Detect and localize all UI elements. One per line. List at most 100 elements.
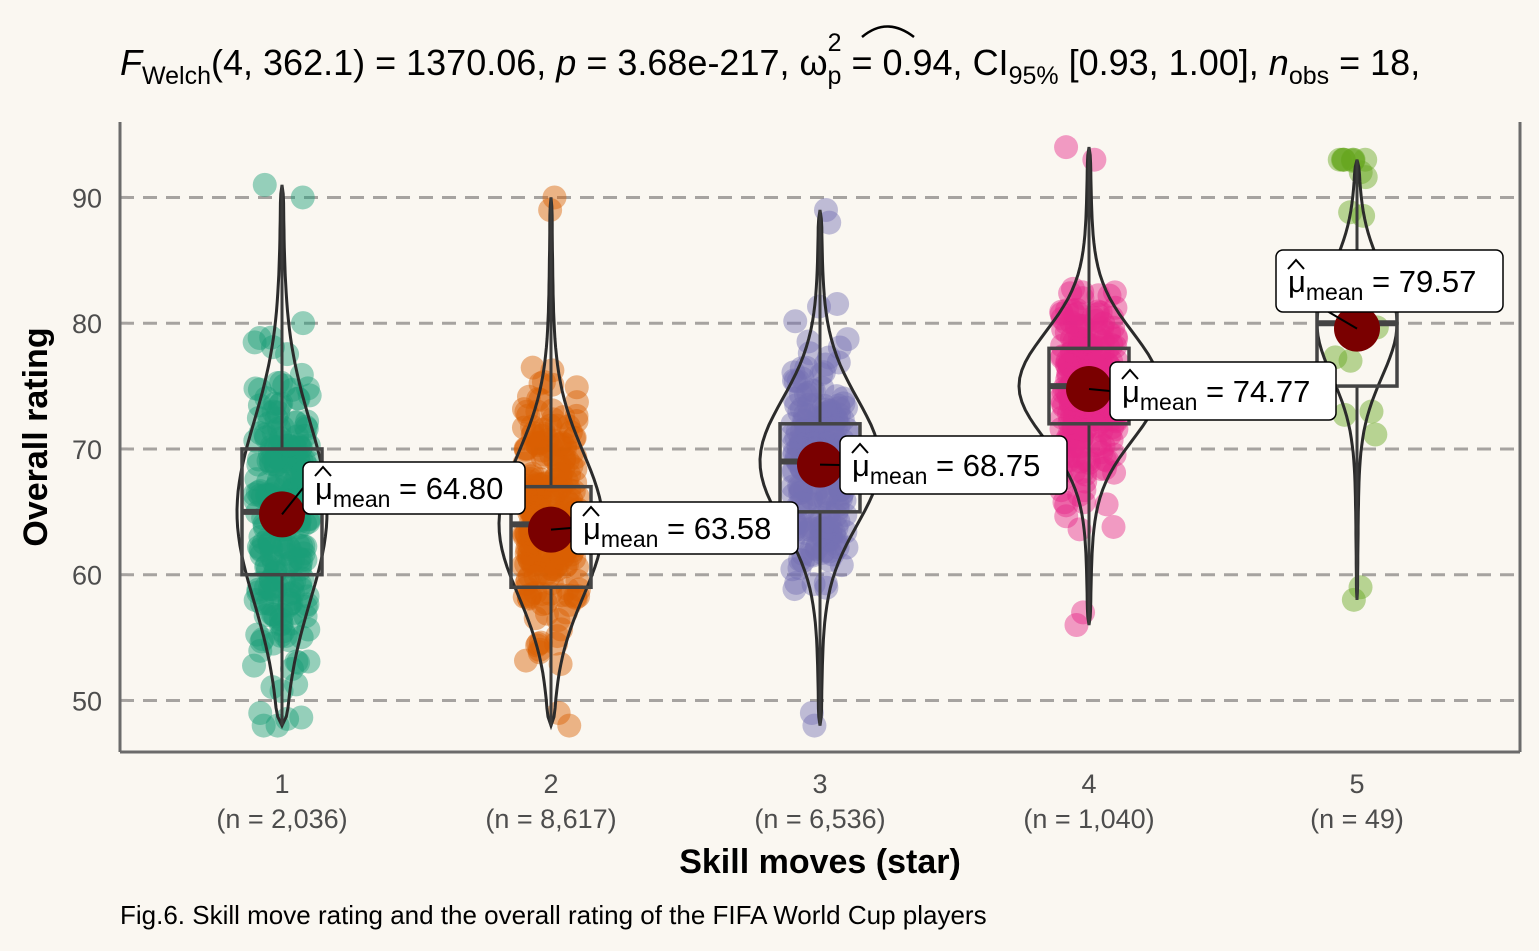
data-point: [559, 453, 584, 478]
data-point: [1089, 440, 1114, 465]
data-point: [256, 448, 281, 473]
data-point: [818, 516, 843, 541]
violin-outline: [758, 209, 882, 726]
data-point: [248, 421, 273, 446]
mean-label-box: [302, 461, 526, 515]
data-point: [539, 487, 564, 512]
data-point: [261, 580, 286, 605]
data-point: [818, 522, 843, 547]
data-point: [817, 539, 842, 564]
p-value: 3.68e-217: [617, 42, 779, 83]
data-point: [519, 549, 544, 574]
data-point: [517, 546, 542, 571]
mean-hat: [1287, 258, 1305, 270]
data-point: [566, 584, 591, 609]
mean-label-leader: [550, 527, 572, 531]
chart-subtitle: FWelch(4, 362.1) = 1370.06, p = 3.68e-21…: [120, 25, 1420, 90]
figure-caption: Fig.6. Skill move rating and the overall…: [120, 900, 987, 930]
data-point: [803, 482, 828, 507]
data-point: [813, 488, 838, 513]
data-point: [781, 431, 806, 456]
data-point: [782, 386, 807, 411]
data-point: [826, 393, 851, 418]
f-subscript: Welch: [142, 62, 211, 90]
data-point: [242, 482, 267, 507]
data-point: [547, 433, 572, 458]
data-point: [557, 477, 582, 502]
data-point: [528, 387, 553, 412]
data-point: [824, 526, 849, 551]
axes: [118, 122, 1522, 754]
data-point: [526, 547, 551, 572]
mean-label: μmean = 63.58: [550, 501, 799, 555]
data-point: [1348, 575, 1373, 600]
data-point: [248, 701, 273, 726]
data-point: [516, 384, 541, 409]
data-point: [551, 457, 576, 482]
data-point: [817, 547, 842, 572]
data-point: [254, 575, 279, 600]
mean-label-text: μmean = 79.57: [1288, 264, 1476, 305]
data-point: [266, 400, 291, 425]
data-point: [812, 393, 837, 418]
data-point: [1087, 431, 1112, 456]
data-point: [277, 591, 302, 616]
effect-value: 0.94: [882, 42, 952, 83]
y-tick-label: 50: [72, 686, 102, 716]
data-point: [789, 382, 814, 407]
data-point: [799, 542, 824, 567]
data-point: [799, 486, 824, 511]
n-symbol: n: [1269, 42, 1289, 83]
data-point: [780, 474, 805, 499]
data-point: [1331, 147, 1356, 172]
data-point: [816, 487, 841, 512]
data-point: [812, 538, 837, 563]
x-tick-count-label: (n = 2,036): [216, 804, 347, 834]
data-point: [513, 437, 538, 462]
data-point: [1068, 449, 1093, 474]
data-point: [563, 457, 588, 482]
data-point: [268, 450, 293, 475]
data-point: [833, 502, 858, 527]
data-point: [789, 396, 814, 421]
data-point: [545, 552, 570, 577]
data-point: [521, 552, 546, 577]
data-point: [548, 432, 573, 457]
data-point: [1054, 504, 1079, 529]
data-point: [549, 546, 574, 571]
data-point: [805, 420, 830, 445]
x-tick-label: 5: [1349, 769, 1364, 799]
data-point: [278, 451, 303, 476]
data-point: [279, 611, 304, 636]
data-point: [257, 532, 282, 557]
sep: ,: [536, 42, 556, 83]
data-point: [272, 373, 297, 398]
mean-label-symbol: μ: [1288, 264, 1306, 299]
data-point: [528, 430, 553, 455]
data-point: [255, 400, 280, 425]
data-point: [520, 461, 545, 486]
data-point: [797, 341, 822, 366]
data-point: [514, 572, 539, 597]
data-point: [799, 514, 824, 539]
data-point: [815, 401, 840, 426]
data-point: [1064, 312, 1089, 337]
ci-subscript: 95%: [1009, 62, 1059, 90]
data-point: [271, 534, 296, 559]
data-point: [1064, 612, 1089, 637]
data-point: [254, 425, 279, 450]
y-tick-label: 90: [72, 183, 102, 213]
data-point: [282, 600, 307, 625]
data-point: [289, 705, 314, 730]
data-point: [286, 533, 311, 558]
data-point: [1363, 422, 1388, 447]
data-point: [1062, 407, 1087, 432]
data-point: [251, 713, 276, 738]
data-point: [244, 467, 269, 492]
data-point: [1064, 297, 1089, 322]
data-point: [1068, 408, 1093, 433]
data-point: [285, 424, 310, 449]
mean-label-text: μmean = 74.77: [1122, 374, 1310, 415]
data-point: [1097, 320, 1122, 345]
